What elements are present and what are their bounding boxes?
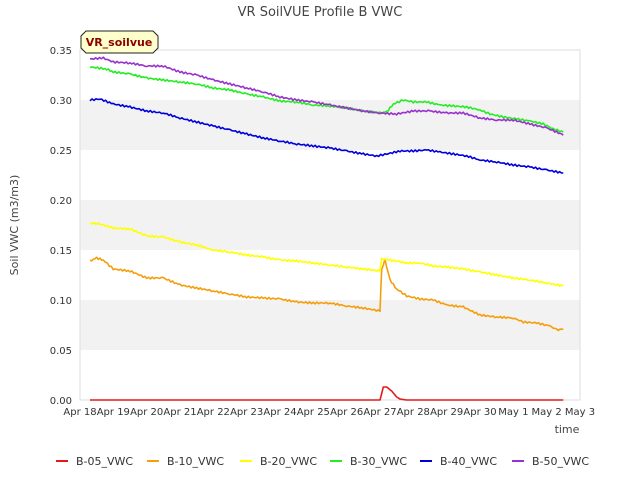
y-tick-label: 0.10	[50, 296, 72, 307]
x-axis: Apr 18 Apr 19 Apr 20 Apr 21 Apr 22 Apr 23 Apr …	[63, 407, 595, 418]
x-tick-label: Apr 19	[97, 407, 130, 418]
chart-title: VR SoilVUE Profile B VWC	[238, 5, 403, 20]
series-line-b-20-vwc	[89, 221, 564, 288]
x-tick-label: Apr 24	[263, 407, 296, 418]
y-tick-label: 0.05	[50, 346, 72, 357]
series-layer	[89, 56, 564, 401]
y-tick-label: 0.25	[50, 146, 72, 157]
badge-label: VR_soilvue	[86, 36, 153, 49]
x-tick-label: Apr 18	[63, 407, 96, 418]
x-tick-label: May 2	[532, 407, 562, 418]
y-tick-label: 0.20	[50, 196, 72, 207]
legend: B-05_VWC B-10_VWC B-20_VWC B-30_VWC B-40_VWC…	[56, 455, 589, 468]
x-tick-label: Apr 22	[197, 407, 230, 418]
y-tick-label: 0.00	[50, 396, 72, 407]
legend-label: B-05_VWC	[76, 455, 133, 468]
legend-label: B-20_VWC	[260, 455, 317, 468]
x-tick-label: Apr 23	[230, 407, 263, 418]
x-tick-label: Apr 29	[430, 407, 463, 418]
grid-band	[80, 100, 580, 150]
y-axis-label: Soil VWC (m3/m3)	[8, 175, 21, 276]
x-tick-label: Apr 28	[397, 407, 430, 418]
x-tick-label: Apr 25	[297, 407, 330, 418]
x-tick-label: Apr 27	[363, 407, 396, 418]
series-line-b-05-vwc	[90, 386, 564, 401]
grid-band	[80, 200, 580, 250]
y-tick-label: 0.35	[50, 46, 72, 57]
legend-label: B-50_VWC	[532, 455, 589, 468]
x-tick-label: Apr 30	[463, 407, 496, 418]
series-line-b-10-vwc	[89, 256, 564, 332]
series-line-b-30-vwc	[89, 66, 564, 133]
x-tick-label: Apr 21	[163, 407, 196, 418]
y-axis: 0.00 0.05 0.10 0.15 0.20 0.25 0.30 0.35	[50, 46, 72, 407]
grid-band	[80, 300, 580, 350]
y-tick-label: 0.15	[50, 246, 72, 257]
plot-area	[79, 49, 581, 401]
series-line-b-50-vwc	[89, 56, 564, 136]
x-tick-label: Apr 20	[130, 407, 163, 418]
series-line-b-40-vwc	[89, 98, 564, 174]
legend-label: B-40_VWC	[440, 455, 497, 468]
legend-label: B-10_VWC	[167, 455, 224, 468]
x-axis-label: time	[555, 423, 580, 436]
y-tick-label: 0.30	[50, 96, 72, 107]
x-tick-label: May 3	[565, 407, 595, 418]
x-tick-label: Apr 26	[330, 407, 363, 418]
x-tick-label: May 1	[498, 407, 528, 418]
legend-label: B-30_VWC	[350, 455, 407, 468]
badge: VR_soilvue	[80, 30, 159, 54]
